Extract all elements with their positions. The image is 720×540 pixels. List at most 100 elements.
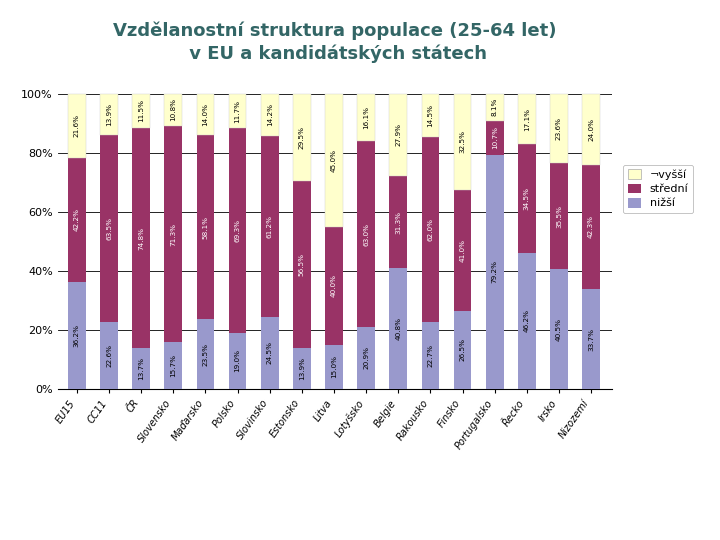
Bar [261,94,279,136]
Bar [100,94,118,135]
Bar [229,333,246,389]
Bar [550,94,568,164]
Bar [68,94,86,158]
Text: 22.6%: 22.6% [106,344,112,367]
Bar [582,289,600,389]
Text: 15.0%: 15.0% [331,355,337,378]
Text: 42.2%: 42.2% [74,208,80,231]
Bar [582,94,600,165]
Text: 35.5%: 35.5% [556,205,562,228]
Text: 63.5%: 63.5% [106,217,112,240]
Bar [132,94,150,128]
Text: 56.5%: 56.5% [299,253,305,276]
Bar [325,227,343,345]
Text: 10.8%: 10.8% [171,98,176,121]
Bar [486,120,503,155]
Text: 23.5%: 23.5% [202,343,209,366]
Bar [454,94,472,190]
Bar [390,176,407,268]
Bar [518,253,536,389]
Bar [422,137,439,322]
Text: 24.5%: 24.5% [266,341,273,364]
Text: 14.5%: 14.5% [428,104,433,127]
Text: 31.3%: 31.3% [395,211,401,234]
Bar [261,136,279,316]
Bar [197,320,215,389]
Bar [390,94,407,176]
Text: 40.8%: 40.8% [395,317,401,340]
Bar [132,128,150,348]
Text: 24.0%: 24.0% [588,118,594,141]
Bar [422,94,439,137]
Bar [550,164,568,269]
Bar [68,158,86,282]
Bar [357,327,375,389]
Bar [486,94,503,120]
Bar [518,144,536,253]
Text: 32.5%: 32.5% [459,130,466,153]
Text: 62.0%: 62.0% [428,218,433,241]
Text: 74.8%: 74.8% [138,227,144,249]
Bar [164,342,182,389]
Bar [357,94,375,141]
Bar [325,94,343,227]
Bar [486,155,503,389]
Text: 41.0%: 41.0% [459,239,466,262]
Text: 11.7%: 11.7% [235,99,240,123]
Bar [164,126,182,342]
Text: 42.3%: 42.3% [588,215,594,239]
Text: 8.1%: 8.1% [492,98,498,117]
Text: 10.7%: 10.7% [492,126,498,150]
Text: 14.0%: 14.0% [202,103,209,126]
Bar [164,94,182,126]
Text: 17.1%: 17.1% [524,107,530,131]
Bar [390,268,407,389]
Bar [229,94,246,129]
Text: 58.1%: 58.1% [202,216,209,239]
Bar [197,135,215,320]
Bar [518,94,536,144]
Bar [68,282,86,389]
Bar [582,165,600,289]
Text: 27.9%: 27.9% [395,124,401,146]
Bar [293,94,311,181]
Bar [550,269,568,389]
Bar [197,94,215,135]
Bar [454,310,472,389]
Text: 40.0%: 40.0% [331,274,337,297]
Text: 61.2%: 61.2% [266,214,273,238]
Bar [454,190,472,310]
Text: 40.5%: 40.5% [556,318,562,341]
Bar [293,348,311,389]
Text: 69.3%: 69.3% [235,219,240,242]
Bar [325,345,343,389]
Bar [422,322,439,389]
Legend: ¬vyšší, střední, nižší: ¬vyšší, střední, nižší [623,165,693,213]
Text: 63.0%: 63.0% [363,222,369,246]
Bar [229,129,246,333]
Text: 45.0%: 45.0% [331,148,337,172]
Text: 46.2%: 46.2% [524,309,530,332]
Text: 29.5%: 29.5% [299,126,305,149]
Bar [357,141,375,327]
Text: 16.1%: 16.1% [363,106,369,129]
Title: Vzdělanostní struktura populace (25-64 let)
 v EU a kandidátských státech: Vzdělanostní struktura populace (25-64 l… [113,22,557,63]
Text: 71.3%: 71.3% [171,222,176,246]
Text: 13.9%: 13.9% [299,357,305,380]
Bar [261,316,279,389]
Text: 11.5%: 11.5% [138,99,144,122]
Text: 23.6%: 23.6% [556,117,562,140]
Text: 14.2%: 14.2% [266,103,273,126]
Text: 34.5%: 34.5% [524,187,530,210]
Text: 26.5%: 26.5% [459,338,466,361]
Bar [132,348,150,389]
Bar [100,322,118,389]
Text: 13.9%: 13.9% [106,103,112,126]
Text: 36.2%: 36.2% [74,324,80,347]
Text: 21.6%: 21.6% [74,114,80,137]
Text: 13.7%: 13.7% [138,357,144,380]
Text: 19.0%: 19.0% [235,349,240,372]
Text: 20.9%: 20.9% [363,347,369,369]
Text: 15.7%: 15.7% [171,354,176,377]
Text: 33.7%: 33.7% [588,328,594,350]
